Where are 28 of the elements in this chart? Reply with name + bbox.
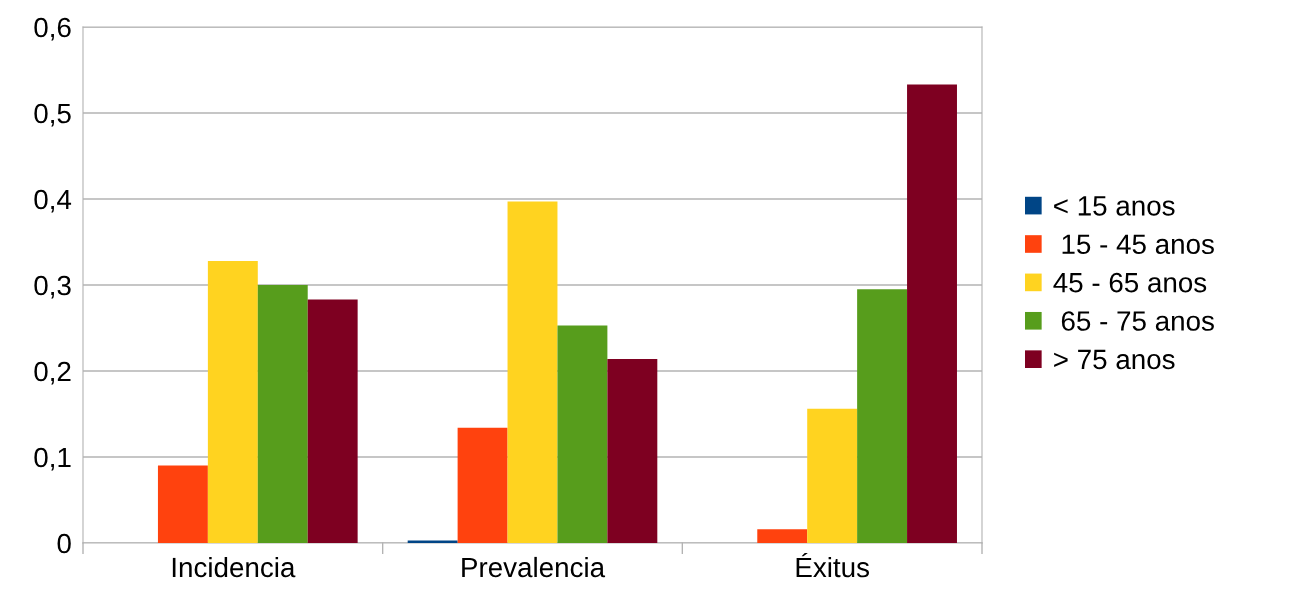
x-tick-label: Prevalencia: [462, 556, 606, 578]
legend-label: 45 - 65 anos: [1053, 272, 1207, 293]
bar: [557, 325, 608, 543]
legend-label: < 15 anos: [1054, 196, 1175, 216]
y-tick-label: 0,2: [34, 361, 71, 385]
legend-label: > 75 anos: [1054, 349, 1175, 370]
legend-label: 15 - 45 anos: [1062, 234, 1214, 255]
y-tick-label: 0,5: [34, 103, 71, 127]
y-tick-label: 0,3: [34, 275, 71, 299]
bar: [157, 465, 208, 543]
bar: [507, 201, 558, 543]
bar: [207, 260, 258, 543]
x-tick-label: Éxitus: [796, 552, 869, 578]
y-tick-label: 0,4: [34, 189, 72, 213]
bar: [457, 427, 508, 543]
bar: [807, 408, 858, 543]
bar: [257, 285, 308, 543]
bar: [607, 358, 658, 543]
y-tick-label: 0,6: [34, 17, 71, 41]
bar: [857, 289, 908, 543]
bar: [307, 299, 358, 543]
legend-label: 65 - 75 anos: [1061, 311, 1214, 331]
bar: [757, 529, 808, 543]
bar: [407, 540, 458, 543]
x-tick-label: Incidencia: [172, 556, 296, 578]
y-tick-label: 0,1: [34, 447, 71, 471]
y-tick-label: 0: [57, 533, 71, 554]
bar: [907, 84, 957, 543]
